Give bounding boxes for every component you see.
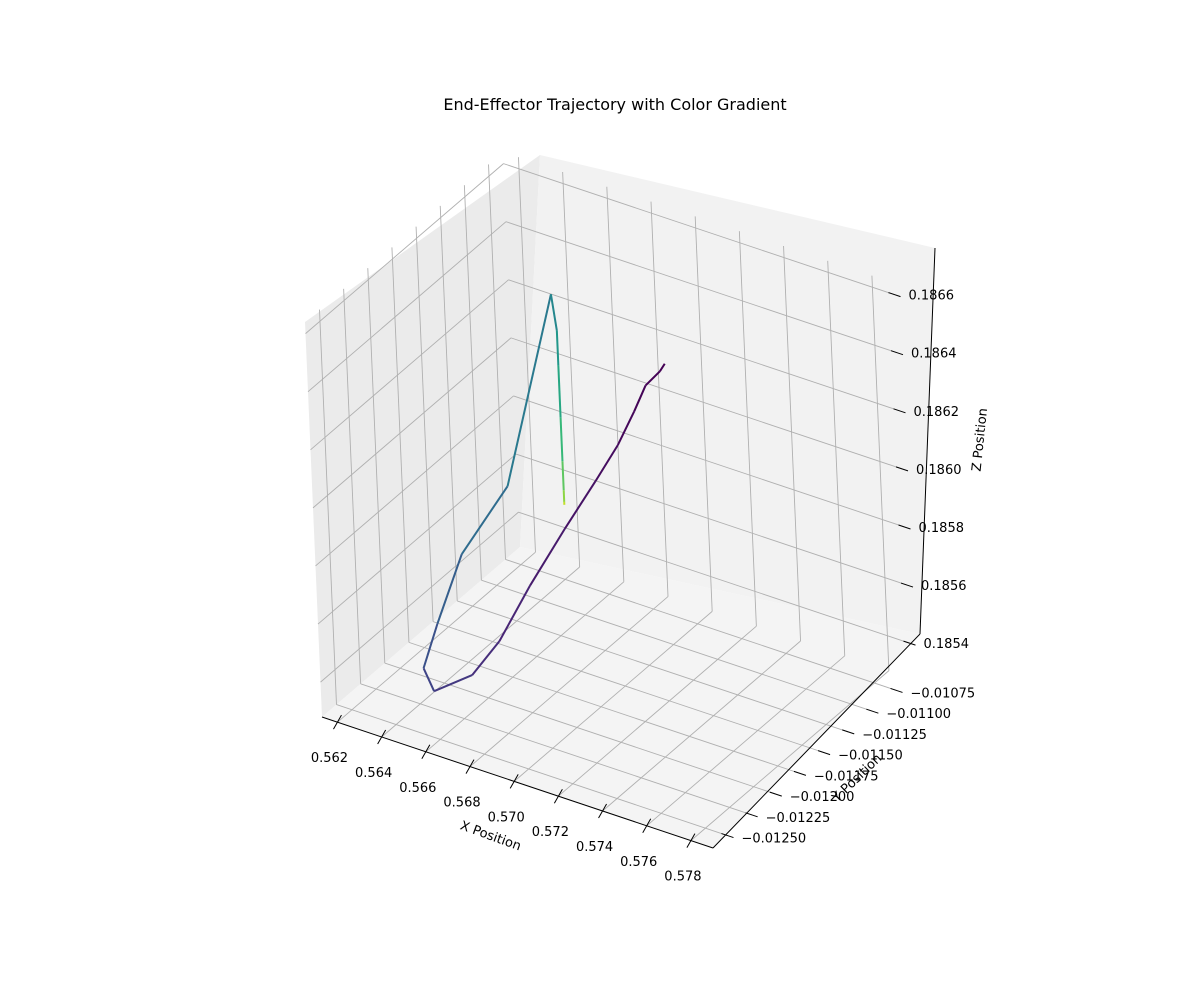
trajectory-segment [562, 461, 563, 490]
x-tick-label: 0.566 [399, 781, 436, 796]
y-tick [891, 688, 903, 692]
y-tick-label: −0.01075 [911, 686, 976, 701]
trajectory-segment [564, 490, 565, 502]
x-tick-label: 0.570 [488, 810, 525, 825]
y-tick [866, 709, 878, 713]
z-tick-label: 0.1864 [911, 347, 957, 362]
z-tick-label: 0.1862 [914, 405, 960, 420]
z-tick-label: 0.1854 [924, 637, 970, 652]
x-tick-label: 0.576 [620, 855, 657, 870]
y-tick [842, 730, 854, 734]
z-tick-label: 0.1856 [921, 579, 967, 594]
y-tick [794, 771, 806, 775]
y-tick-label: −0.01225 [766, 811, 831, 826]
x-tick-label: 0.578 [664, 870, 701, 885]
x-tick-label: 0.564 [355, 766, 392, 781]
y-tick-label: −0.01125 [862, 728, 927, 743]
chart-title: End-Effector Trajectory with Color Gradi… [443, 95, 786, 114]
z-tick-label: 0.1858 [919, 521, 965, 536]
x-tick-label: 0.562 [311, 751, 348, 766]
y-tick-label: −0.01100 [886, 707, 951, 722]
y-tick [746, 813, 758, 817]
y-tick [770, 792, 782, 796]
z-tick-label: 0.1860 [916, 463, 962, 478]
y-tick-label: −0.01250 [741, 832, 806, 847]
x-tick-label: 0.572 [532, 825, 569, 840]
z-axis-label: Z Position [970, 407, 992, 472]
x-tick-label: 0.568 [443, 796, 480, 811]
z-tick-label: 0.1866 [909, 289, 955, 304]
x-tick-label: 0.574 [576, 840, 613, 855]
y-tick [818, 751, 830, 755]
